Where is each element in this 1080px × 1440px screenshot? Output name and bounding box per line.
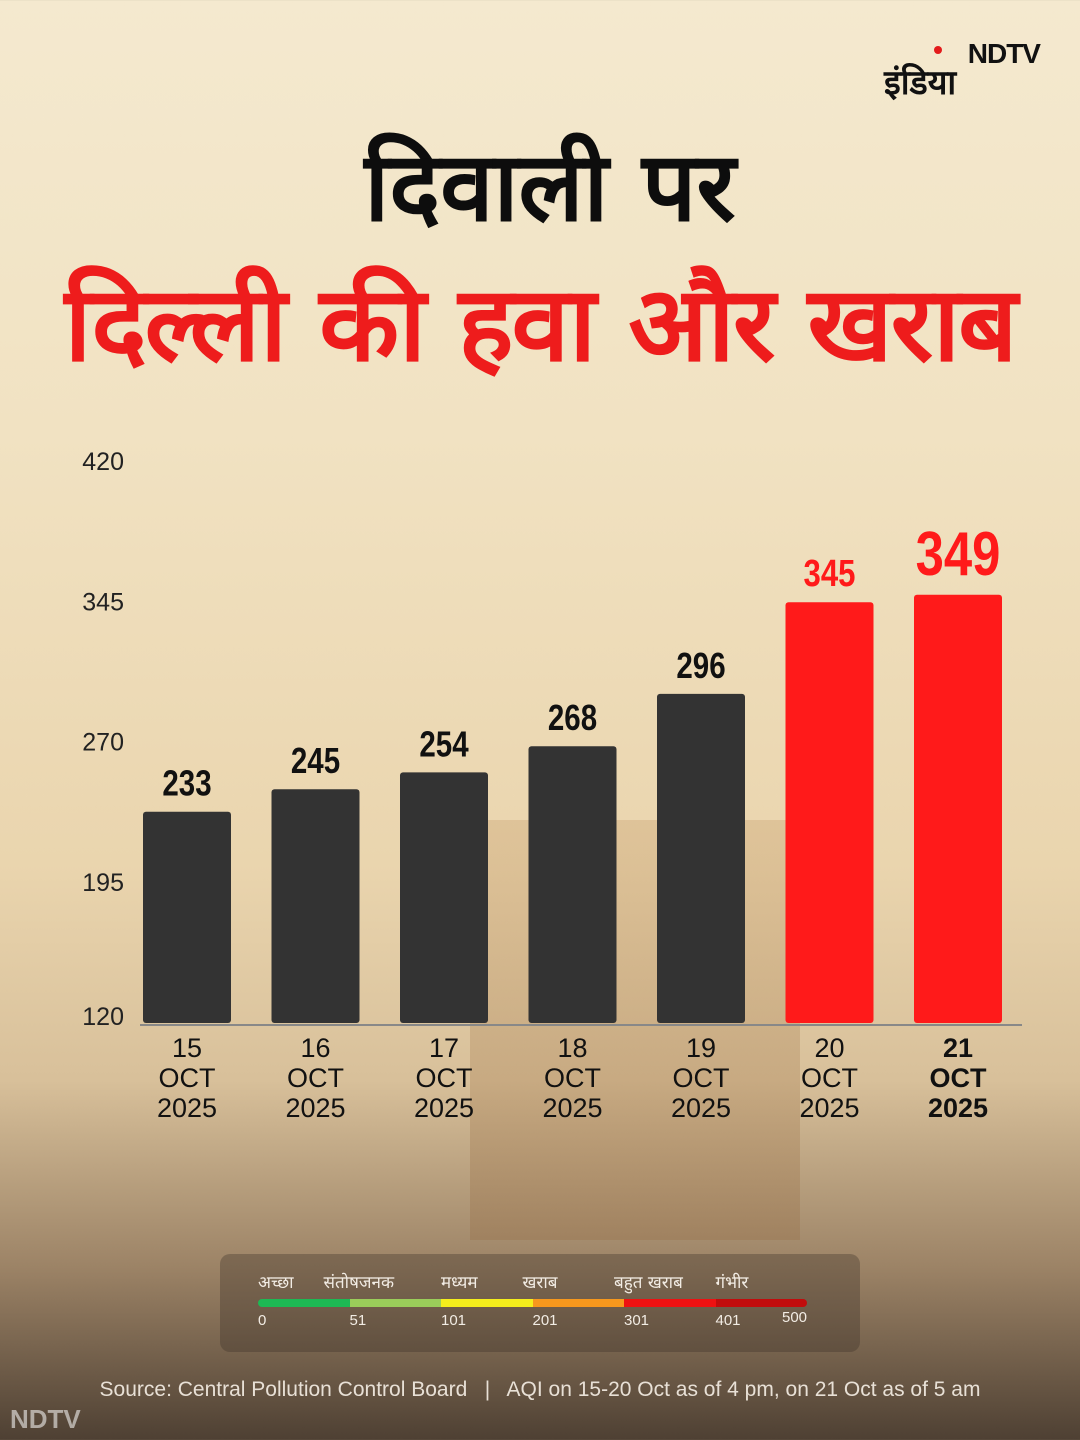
- aqi-category-label: बहुत खराब: [614, 1273, 683, 1293]
- x-tick-label: 21: [943, 1033, 973, 1063]
- logo-en: NDTV: [967, 38, 1041, 69]
- bar: [657, 693, 745, 1023]
- data-label: 254: [419, 724, 469, 764]
- title-line-1: दिवाली पर: [364, 131, 736, 243]
- bar: [528, 746, 617, 1023]
- x-tick-label: 15: [172, 1033, 202, 1063]
- data-label: 233: [162, 763, 211, 803]
- x-tick-label: OCT: [544, 1063, 601, 1093]
- aqi-threshold: 401: [715, 1312, 741, 1329]
- aqi-threshold: 101: [441, 1312, 467, 1329]
- logo-hi: इंडिया: [884, 63, 957, 103]
- source-note: Source: Central Pollution Control Board …: [99, 1378, 981, 1401]
- x-tick-label: OCT: [287, 1063, 344, 1093]
- ndtv-india-logo: NDTV इंडिया: [884, 38, 1044, 103]
- aqi-threshold: 201: [532, 1312, 558, 1329]
- aqi-category-label: गंभीर: [715, 1273, 749, 1293]
- x-tick-label: 2025: [414, 1093, 474, 1123]
- x-tick-label: 19: [686, 1033, 716, 1063]
- data-label: 345: [804, 553, 856, 595]
- y-tick-label: 420: [82, 448, 124, 476]
- y-tick-label: 195: [82, 869, 124, 897]
- aqi-segment: [441, 1299, 533, 1307]
- aqi-segment: [624, 1299, 716, 1307]
- x-tick-label: 2025: [157, 1093, 217, 1123]
- data-label: 296: [676, 645, 725, 685]
- y-tick-label: 345: [82, 588, 124, 616]
- x-tick-label: OCT: [673, 1063, 730, 1093]
- aqi-threshold: 0: [258, 1312, 267, 1329]
- aqi-scale-legend: अच्छा 0 संतोषजनक 51 मध्यम 101 खराब 201 बहुत खराब…: [220, 1254, 860, 1352]
- aqi-category-label: मध्यम: [441, 1273, 478, 1293]
- aqi-segment: [349, 1299, 441, 1307]
- ndtv-watermark: NDTV: [10, 1404, 81, 1434]
- aqi-threshold: 301: [624, 1312, 650, 1329]
- title-line-2: दिल्ली की हवा और खराब: [64, 263, 1018, 385]
- x-tick-label: 2025: [542, 1093, 602, 1123]
- x-tick-label: 2025: [928, 1093, 988, 1123]
- y-tick-label: 270: [82, 729, 124, 757]
- bar: [143, 811, 231, 1023]
- aqi-segment: [715, 1299, 807, 1307]
- x-tick-label: OCT: [159, 1063, 216, 1093]
- aqi-threshold: 51: [349, 1312, 367, 1329]
- aqi-segment: [532, 1299, 624, 1307]
- x-tick-label: 2025: [671, 1093, 731, 1123]
- data-label: 268: [548, 697, 597, 737]
- aqi-threshold-max: 500: [782, 1309, 808, 1326]
- aqi-bar-chart: 12019527034542023315OCT202524516OCT20252…: [82, 448, 1022, 1123]
- logo-dot: [934, 46, 942, 54]
- x-tick-label: 20: [814, 1033, 844, 1063]
- x-tick-label: OCT: [801, 1063, 858, 1093]
- y-tick-label: 120: [82, 1003, 124, 1031]
- x-tick-label: 2025: [285, 1093, 345, 1123]
- bar: [271, 789, 360, 1023]
- x-tick-label: 16: [300, 1033, 330, 1063]
- data-label: 349: [916, 520, 1001, 589]
- x-tick-label: 2025: [799, 1093, 859, 1123]
- x-tick-label: 18: [557, 1033, 587, 1063]
- x-tick-label: OCT: [416, 1063, 473, 1093]
- bar: [400, 772, 488, 1023]
- data-label: 245: [291, 740, 340, 780]
- bar: [914, 594, 1002, 1023]
- aqi-category-label: अच्छा: [258, 1273, 294, 1293]
- aqi-category-label: संतोषजनक: [323, 1273, 395, 1293]
- aqi-category-label: खराब: [522, 1273, 558, 1293]
- x-tick-label: 17: [429, 1033, 459, 1063]
- bar: [785, 602, 874, 1023]
- aqi-segment: [258, 1299, 350, 1307]
- x-tick-label: OCT: [930, 1063, 988, 1093]
